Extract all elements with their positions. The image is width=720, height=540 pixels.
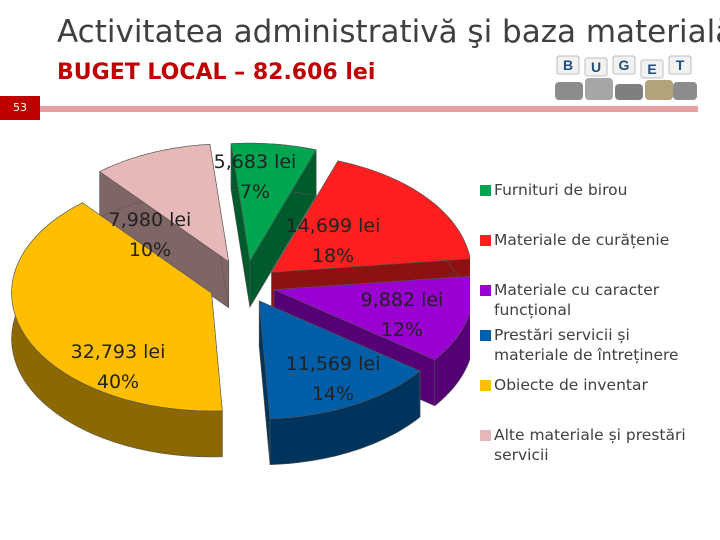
logo-letter-tile: [640, 59, 664, 79]
slide-title: Activitatea administrativă şi baza mater…: [57, 14, 720, 50]
legend-label: Furnituri de birou: [494, 181, 628, 199]
legend-swatch: [480, 285, 491, 296]
coin-stacks: [555, 78, 697, 100]
legend-label: Alte materiale și prestări servicii: [494, 426, 686, 464]
legend-swatch: [480, 430, 491, 441]
slice-percent-label: 12%: [381, 319, 423, 341]
legend-swatch: [480, 380, 491, 391]
slice-percent-label: 10%: [129, 239, 171, 261]
slide-number: 53: [0, 96, 40, 120]
pie-slice: [258, 300, 421, 466]
logo-letter-tile: [556, 55, 580, 75]
logo-letter: U: [591, 59, 601, 75]
legend-label: Materiale cu caracter funcțional: [494, 281, 660, 319]
slice-percent-label: 7%: [240, 181, 270, 203]
logo-letter-tile: [668, 55, 692, 75]
slice-percent-label: 18%: [312, 245, 354, 267]
budget-subtitle: BUGET LOCAL – 82.606 lei: [57, 60, 376, 85]
slice-value-label: 32,793 lei: [71, 341, 166, 363]
logo-letter: G: [619, 57, 630, 73]
pie-slice: [230, 142, 317, 309]
slice-value-label: 9,882 lei: [361, 289, 444, 311]
pie-chart: 5,683 lei 7% 14,699 lei 18% 9,882 lei 12%11,5…: [11, 142, 470, 466]
slice-value-label: 7,980 lei: [109, 209, 192, 231]
legend-swatch: [480, 330, 491, 341]
logo-letter-tile: [584, 57, 608, 77]
legend-label: Materiale de curățenie: [494, 231, 670, 249]
pie-slice: [99, 143, 230, 309]
logo-letter: E: [647, 61, 656, 77]
legend-swatch: [480, 235, 491, 246]
slide-number-banner: 53: [0, 96, 698, 120]
logo-letter: B: [563, 57, 573, 73]
logo-letter: T: [676, 57, 685, 73]
legend-swatch: [480, 185, 491, 196]
legend-label: Prestări servicii și materiale de întreț…: [494, 326, 679, 364]
slice-percent-label: 14%: [312, 383, 354, 405]
slice-value-label: 5,683 lei: [214, 151, 297, 173]
slice-value-label: 14,699 lei: [286, 215, 381, 237]
slice-percent-label: 40%: [97, 371, 139, 393]
legend-label: Obiecte de inventar: [494, 376, 648, 394]
slice-value-label: 11,569 lei: [286, 353, 381, 375]
pie-slice: [11, 202, 223, 458]
logo-letter-tile: [612, 55, 636, 75]
